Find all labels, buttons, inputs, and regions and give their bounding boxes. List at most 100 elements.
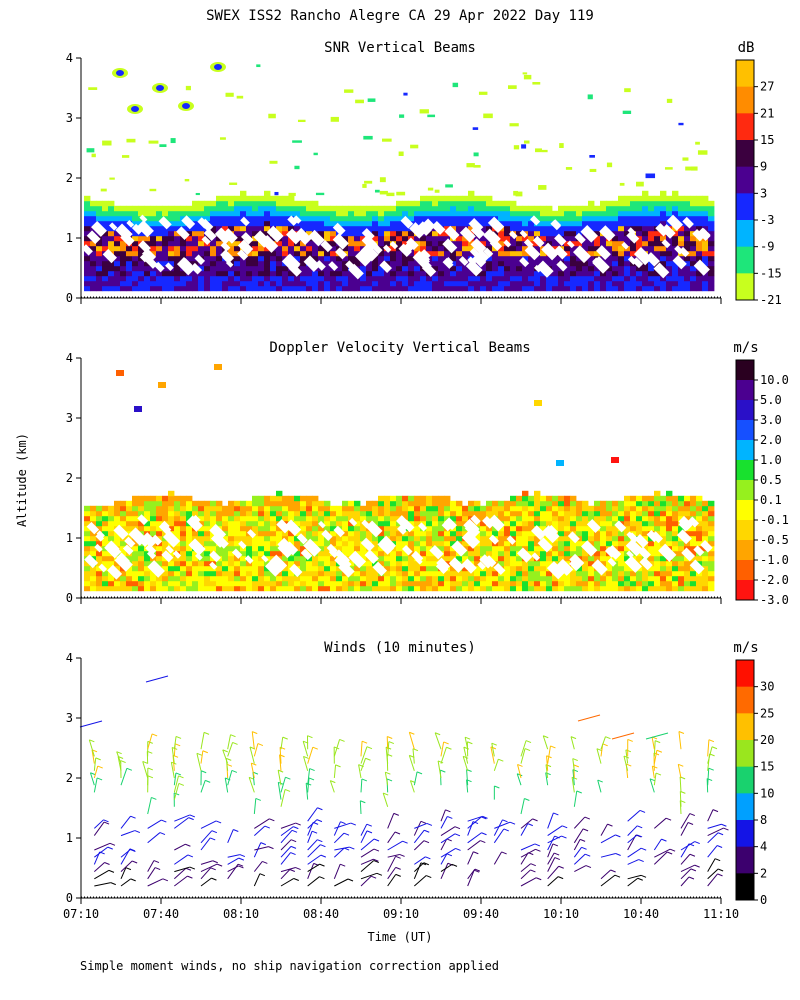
wind-barb [494,821,511,829]
wind-barb-flag [370,875,377,879]
doppler-gap [209,550,221,563]
snr-gap [519,257,530,268]
doppler-cell [666,515,673,522]
doppler-cell [702,570,709,577]
snr-cell [642,235,649,242]
snr-cell [438,205,445,212]
snr-cell [312,205,319,212]
snr-cell [426,275,433,282]
wind-barb-flag [451,863,458,867]
doppler-cell [168,525,175,532]
snr-cell [624,260,631,267]
snr-cell [150,280,157,287]
wind-barb-flag [437,760,444,764]
wind-barb [545,772,549,786]
doppler-cell [498,575,505,582]
snr-cell [120,280,127,287]
doppler-cell [702,505,709,512]
snr-cell [228,275,235,282]
doppler-cell [126,520,133,527]
snr-cell [354,280,361,287]
doppler-cell [174,545,181,552]
doppler-cell [528,540,535,547]
doppler-cell [84,530,91,537]
snr-cell [330,210,337,217]
snr-cell [168,225,175,232]
doppler-cell [288,555,295,562]
wind-barb-flag [210,867,216,871]
doppler-cell [654,520,661,527]
doppler-cell [468,585,475,592]
snr-cell [684,205,691,212]
snr-cell [126,265,133,272]
snr-cell [102,265,109,272]
doppler-cell [330,505,337,512]
doppler-cell [270,505,277,512]
doppler-cell [588,580,595,587]
snr-cell [432,255,439,262]
doppler-cell [306,585,313,592]
snr-cell [702,240,709,247]
wind-barb [387,831,396,844]
wind-barb [307,831,313,843]
doppler-gap [591,559,608,576]
doppler-gap [402,545,413,556]
doppler-cell [156,580,163,587]
snr-cell [294,205,301,212]
snr-speck [509,123,519,127]
snr-cell [432,230,439,237]
snr-cell [402,260,409,267]
wind-barb [680,853,691,865]
snr-cell [102,225,109,232]
wind-barb [623,755,629,771]
doppler-cell [486,530,493,537]
doppler-cell [114,505,121,512]
doppler-cell [108,575,115,582]
doppler-cell [564,505,571,512]
doppler-cell [558,545,565,552]
doppler-cell [276,515,283,522]
snr-cell [630,280,637,287]
snr-cell [636,215,643,222]
snr-cell [120,255,127,262]
snr-cell [156,210,163,217]
doppler-cell [546,570,553,577]
wind-barb-upper [577,714,601,722]
snr-cell [222,200,229,207]
snr-cell [534,270,541,277]
snr-cell [114,215,121,222]
snr-cell [660,275,667,282]
wind-barb [360,848,375,858]
snr-cell [456,235,463,242]
snr-speck [236,95,244,99]
wind-barb-flag [637,877,643,881]
doppler-cell [84,565,91,572]
doppler-cell [534,520,541,527]
doppler-cell [390,505,397,512]
snr-gap [115,223,133,241]
snr-gap [200,218,214,232]
doppler-cell [504,550,511,557]
doppler-speck [134,406,142,412]
snr-cell [312,220,319,227]
snr-cell [360,265,367,272]
wind-barb-flag [434,732,441,736]
snr-cell [426,285,433,292]
snr-cell [666,245,673,252]
doppler-cell [642,565,649,572]
snr-cell [432,265,439,272]
snr-speck [109,177,115,180]
snr-cell [546,255,553,262]
snr-cell [582,210,589,217]
snr-speck [396,191,406,196]
snr-speck [541,149,548,153]
doppler-cell [138,510,145,517]
snr-cell [168,205,175,212]
doppler-cell [612,530,619,537]
doppler-cell [408,500,415,507]
snr-cell [222,205,229,212]
doppler-cell [84,560,91,567]
wind-barb [493,828,505,844]
snr-cell [384,205,391,212]
snr-cell [96,280,103,287]
